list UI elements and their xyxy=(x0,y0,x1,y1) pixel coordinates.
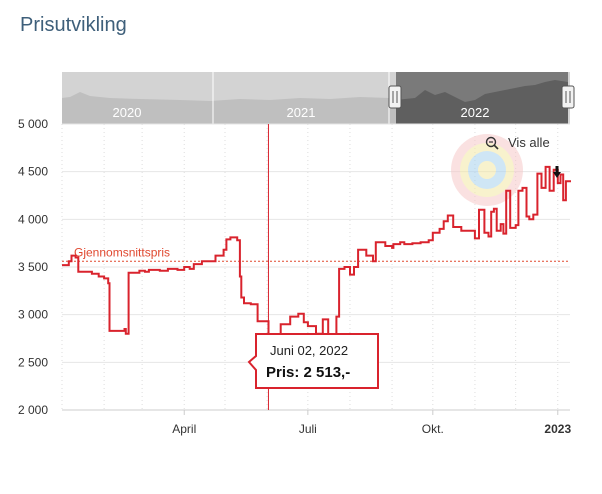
tooltip-date: Juni 02, 2022 xyxy=(270,343,348,358)
y-tick-label: 5 000 xyxy=(18,117,48,131)
page-title: Prisutvikling xyxy=(20,14,127,36)
zoom-reset-badge xyxy=(451,134,523,206)
navigator-year-2020: 2020 xyxy=(113,105,142,120)
x-tick-label: Juli xyxy=(299,422,317,436)
y-tick-label: 3 000 xyxy=(18,308,48,322)
vis-alle-button[interactable]: Vis alle xyxy=(485,135,550,150)
y-tick-label: 4 500 xyxy=(18,165,48,179)
average-price-label: Gjennomsnittspris xyxy=(74,245,170,259)
y-tick-label: 4 000 xyxy=(18,212,48,226)
tooltip-price: Pris: 2 513,- xyxy=(266,364,350,381)
y-axis: 5 000 4 500 4 000 3 500 3 000 2 500 2 000 xyxy=(18,117,48,417)
navigator-handle-left[interactable] xyxy=(388,85,402,109)
x-tick-label: Okt. xyxy=(422,422,444,436)
x-axis: April Juli Okt. 2023 xyxy=(172,410,571,436)
x-tick-label: April xyxy=(172,422,196,436)
vis-alle-label: Vis alle xyxy=(508,135,550,150)
latest-price-marker xyxy=(553,166,561,178)
tooltip: Juni 02, 2022 Pris: 2 513,- xyxy=(247,333,379,389)
zoom-out-icon xyxy=(485,136,497,148)
navigator-year-2021: 2021 xyxy=(287,105,316,120)
navigator[interactable]: 2020 2021 2022 xyxy=(62,72,575,124)
navigator-series-area xyxy=(62,92,396,124)
navigator-series-area-selected xyxy=(396,80,568,124)
price-series-line[interactable] xyxy=(62,165,571,363)
navigator-handle-right[interactable] xyxy=(561,85,575,109)
y-tick-label: 2 500 xyxy=(18,355,48,369)
navigator-year-2022: 2022 xyxy=(461,105,490,120)
y-tick-label: 3 500 xyxy=(18,260,48,274)
x-tick-label: 2023 xyxy=(544,422,571,436)
down-arrow-icon xyxy=(553,172,561,178)
y-tick-label: 2 000 xyxy=(18,403,48,417)
